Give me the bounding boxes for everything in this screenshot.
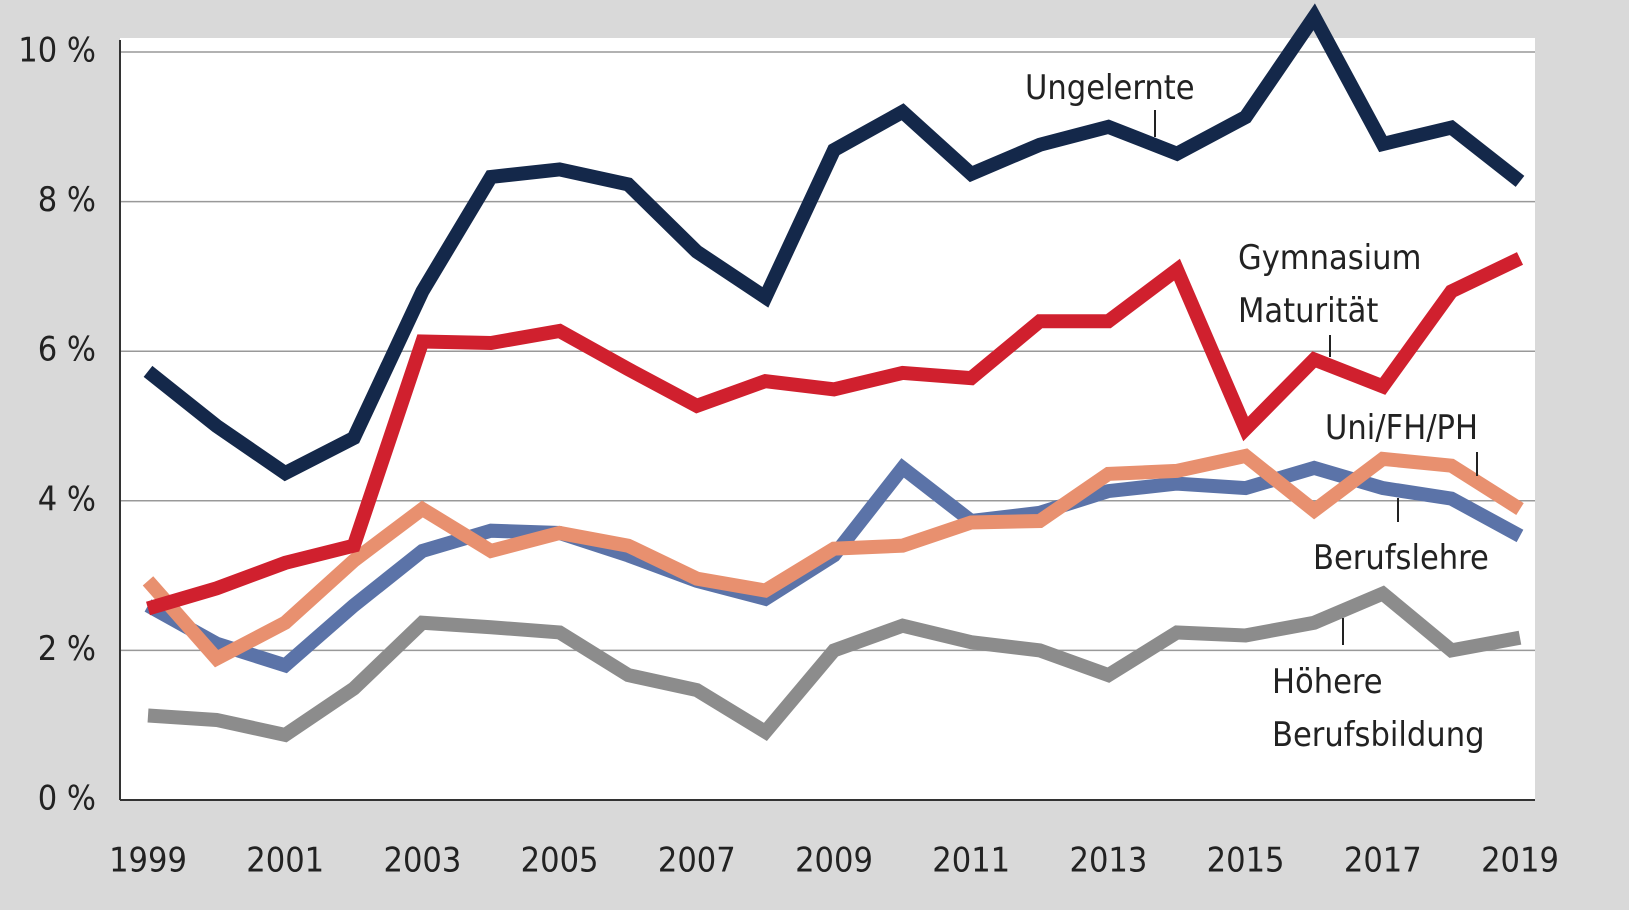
- data-line: [147, 585, 1522, 743]
- series-label: Gymnasium Maturität: [1238, 238, 1422, 331]
- x-tick-label: 2013: [1069, 841, 1147, 881]
- data-line: [146, 252, 1524, 616]
- x-tick-label: 1999: [109, 841, 187, 881]
- y-tick-label: 8 %: [38, 180, 96, 220]
- series-label: Höhere Berufsbildung: [1272, 662, 1485, 755]
- series-label: Uni/FH/PH: [1325, 408, 1478, 448]
- x-tick-label: 2011: [932, 841, 1010, 881]
- x-tick-label: 2007: [658, 841, 736, 881]
- x-tick-label: 2001: [246, 841, 324, 881]
- x-tick-label: 2003: [383, 841, 461, 881]
- x-tick-label: 2019: [1481, 841, 1559, 881]
- series-label: Ungelernte: [1025, 68, 1195, 108]
- series-label: Berufslehre: [1313, 538, 1489, 578]
- x-tick-label: 2015: [1207, 841, 1285, 881]
- y-tick-label: 0 %: [38, 779, 96, 819]
- x-tick-label: 2005: [521, 841, 599, 881]
- data-line: [143, 3, 1525, 482]
- x-tick-label: 2017: [1344, 841, 1422, 881]
- y-tick-label: 4 %: [38, 479, 96, 519]
- y-tick-label: 6 %: [38, 330, 96, 370]
- y-tick-label: 10 %: [18, 31, 96, 71]
- y-tick-label: 2 %: [38, 629, 96, 669]
- x-tick-label: 2009: [795, 841, 873, 881]
- data-line: [142, 448, 1524, 668]
